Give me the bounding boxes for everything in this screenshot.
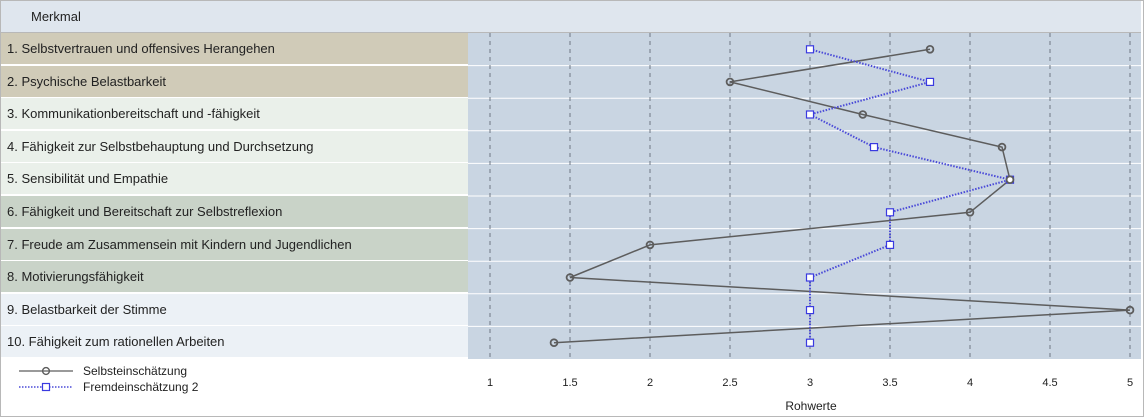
category-row-6: 6. Fähigkeit und Bereitschaft zur Selbst…	[1, 196, 468, 228]
column-header-merkmal: Merkmal	[31, 9, 81, 24]
category-row-10: 10. Fähigkeit zum rationellen Arbeiten	[1, 326, 468, 359]
category-row-2: 2. Psychische Belastbarkeit	[1, 65, 468, 98]
category-row-7: 7. Freude am Zusammensein mit Kindern un…	[1, 228, 468, 261]
table-header: Merkmal	[1, 1, 1141, 33]
legend-swatch-circle	[19, 366, 73, 376]
category-row-8: 8. Motivierungsfähigkeit	[1, 261, 468, 294]
legend-label-fremd: Fremdeinschätzung 2	[83, 380, 199, 394]
legend-swatch-square	[19, 382, 73, 392]
category-row-4: 4. Fähigkeit zur Selbstbehauptung und Du…	[1, 130, 468, 163]
category-row-9: 9. Belastbarkeit der Stimme	[1, 293, 468, 326]
legend-label-selbst: Selbsteinschätzung	[83, 364, 188, 378]
plot-area	[468, 33, 1141, 359]
category-row-3: 3. Kommunikationbereitschaft und -fähigk…	[1, 98, 468, 131]
category-row-5: 5. Sensibilität und Empathie	[1, 163, 468, 196]
legend: Selbsteinschätzung Fremdeinschätzung 2	[1, 360, 468, 414]
category-row-1: 1. Selbstvertrauen und offensives Herang…	[1, 33, 468, 65]
